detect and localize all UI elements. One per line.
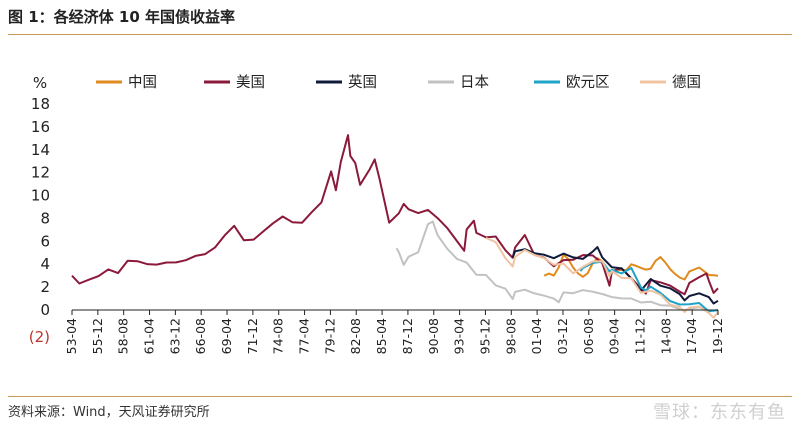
y-tick-label: 18 bbox=[31, 95, 50, 113]
x-axis: 53-04 55-12 58-08 61-04 63-12 66-08 69-04 71-12… bbox=[64, 309, 725, 354]
x-tick-label: 98-08 bbox=[503, 318, 518, 354]
legend-label-0: 中国 bbox=[128, 74, 157, 91]
y-tick-label: 16 bbox=[31, 118, 50, 136]
x-tick-label: 79-12 bbox=[322, 318, 337, 354]
y-tick-label: 10 bbox=[31, 187, 50, 205]
y-negative-label: (2) bbox=[29, 328, 50, 346]
x-tick-label: 58-08 bbox=[116, 318, 131, 354]
x-tick-label: 14-08 bbox=[658, 318, 673, 354]
title-divider bbox=[8, 34, 792, 35]
series-line-3 bbox=[395, 220, 719, 312]
chart-legend: 中国 美国 英国 日本 欧元区 德国 bbox=[96, 73, 701, 91]
x-tick-label: 61-04 bbox=[142, 318, 157, 354]
x-tick-label: 69-04 bbox=[219, 318, 234, 354]
series-line-2 bbox=[511, 246, 719, 305]
x-tick-label: 74-08 bbox=[271, 318, 286, 354]
legend-label-3: 日本 bbox=[460, 74, 489, 91]
legend-label-1: 美国 bbox=[236, 74, 265, 91]
x-tick-label: 53-04 bbox=[64, 318, 79, 354]
x-tick-label: 01-04 bbox=[529, 318, 544, 354]
x-tick-label: 95-12 bbox=[477, 318, 492, 354]
y-tick-label: 4 bbox=[40, 255, 50, 273]
y-tick-label: 2 bbox=[40, 278, 50, 296]
legend-label-4: 欧元区 bbox=[566, 74, 610, 91]
x-tick-label: 17-04 bbox=[684, 318, 699, 354]
legend-label-2: 英国 bbox=[348, 73, 377, 91]
x-tick-label: 77-04 bbox=[297, 318, 312, 354]
footer-divider bbox=[8, 396, 792, 397]
x-tick-label: 93-04 bbox=[452, 318, 467, 354]
y-tick-label: 12 bbox=[31, 164, 50, 182]
x-tick-label: 09-04 bbox=[607, 318, 622, 354]
series-lines bbox=[71, 134, 719, 319]
x-tick-label: 55-12 bbox=[90, 318, 105, 354]
legend-label-5: 德国 bbox=[672, 74, 701, 91]
series-line-0 bbox=[543, 253, 719, 281]
x-tick-label: 90-08 bbox=[426, 318, 441, 354]
y-tick-label: 6 bbox=[40, 232, 50, 250]
x-tick-label: 85-04 bbox=[374, 318, 389, 354]
x-tick-label: 66-08 bbox=[193, 318, 208, 354]
x-tick-label: 06-08 bbox=[581, 318, 596, 354]
source-note: 资料来源：Wind，天风证券研究所 bbox=[8, 405, 210, 420]
x-tick-label: 87-12 bbox=[400, 318, 415, 354]
x-tick-label: 82-08 bbox=[348, 318, 363, 354]
y-tick-label: 8 bbox=[40, 209, 50, 227]
x-tick-label: 63-12 bbox=[167, 318, 182, 354]
y-axis-ticks: 0 2 4 6 8 10 12 14 16 18 (2) bbox=[29, 95, 50, 346]
watermark: 雪球：东东有鱼 bbox=[653, 402, 786, 423]
y-tick-label: 0 bbox=[40, 301, 50, 319]
x-tick-label: 11-12 bbox=[632, 318, 647, 354]
x-tick-label: 71-12 bbox=[245, 318, 260, 354]
y-tick-label: 14 bbox=[31, 141, 50, 159]
x-tick-label: 03-12 bbox=[555, 318, 570, 354]
figure-title: 图 1：各经济体 10 年国债收益率 bbox=[8, 8, 235, 26]
y-axis-unit-label: % bbox=[33, 74, 47, 92]
x-tick-label: 19-12 bbox=[710, 318, 725, 354]
